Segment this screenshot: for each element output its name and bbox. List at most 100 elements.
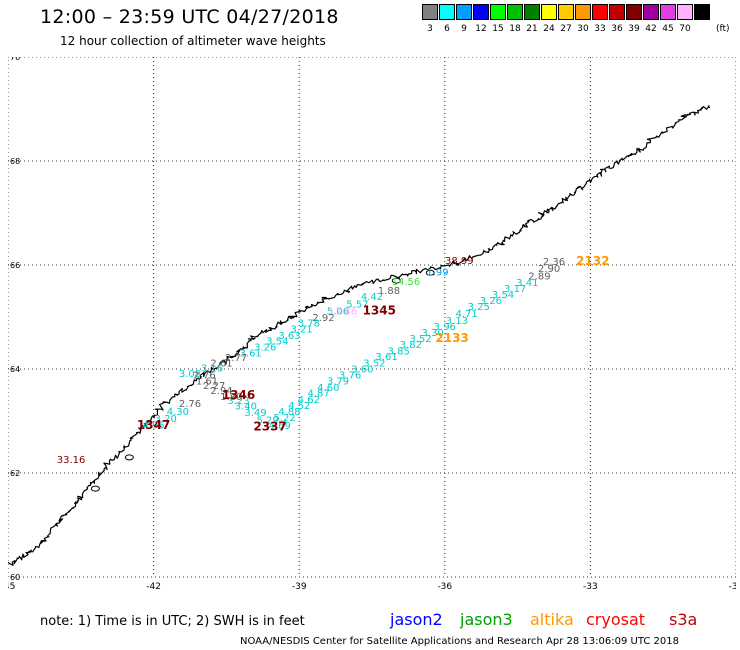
legend-label: 21 (526, 24, 538, 34)
greenland-coastline (8, 105, 711, 566)
wave-height-label: 2.89 (528, 272, 550, 283)
legend-label: 33 (594, 24, 606, 34)
pass-time-label: 2337 (253, 419, 286, 433)
wave-height-label: 2.77 (225, 353, 247, 364)
wave-height-map: 33.16 38.991.99 14.561.884.425.575.0613.46… (8, 57, 736, 607)
satellite-label-s3a: s3a (669, 610, 698, 629)
wave-height-label: 1.80 (220, 392, 242, 403)
legend-swatch (575, 4, 591, 20)
legend-label: 15 (492, 24, 504, 34)
credit-line: NOAA/NESDIS Center for Satellite Applica… (240, 636, 679, 647)
wave-height-label: 3.54 (492, 290, 514, 301)
legend-swatch (490, 4, 506, 20)
lon-tick-label: -30 (729, 582, 736, 592)
island-outline (124, 454, 134, 461)
legend-label: 12 (475, 24, 487, 34)
legend-swatch (643, 4, 659, 20)
wave-height-label: 2.36 (543, 257, 565, 268)
wave-height-label: 3.63 (278, 331, 300, 342)
legend-swatch (524, 4, 540, 20)
pass-time-label: 1345 (363, 303, 396, 317)
legend-swatch (507, 4, 523, 20)
wave-height-label: 3.96 (434, 322, 456, 333)
wave-height-label: 3.54 (266, 337, 288, 348)
lat-tick-label: 68 (10, 157, 20, 166)
wave-height-label: 4.30 (167, 407, 189, 418)
legend-swatch (677, 4, 693, 20)
lat-tick-label: 62 (10, 469, 20, 478)
wave-height-label: 4.60 (317, 383, 339, 394)
lat-tick-label: 64 (10, 365, 20, 374)
wave-height-label: 3.23 (227, 396, 249, 407)
satellite-label-jason3: jason3 (460, 610, 513, 629)
wave-height-label: 3.41 (516, 278, 538, 289)
lon-tick-label: -33 (583, 582, 598, 592)
wave-height-label: 3.13 (446, 316, 468, 327)
wave-height-label: 1.88 (378, 286, 400, 297)
wave-height-label: 3.52 (363, 358, 385, 369)
wave-height-label: 3.49 (244, 408, 266, 419)
footnote: note: 1) Time is in UTC; 2) SWH is in fe… (40, 614, 305, 629)
wave-height-label: 3.76 (339, 370, 361, 381)
wave-height-label: 5.06 (327, 306, 349, 317)
wave-height-label: 3.16 (201, 364, 223, 375)
wave-height-label: 3.78 (298, 318, 320, 329)
wave-height-label: 3.82 (400, 340, 422, 351)
legend-swatch (541, 4, 557, 20)
wave-height-label: 3.20 (155, 414, 177, 425)
legend-label: 3 (427, 24, 433, 34)
wave-height-label: 2.76 (193, 370, 215, 381)
legend-swatch (558, 4, 574, 20)
legend-swatch (473, 4, 489, 20)
wave-height-label: 3.26 (254, 342, 276, 353)
wave-height-label: 3.40 (235, 402, 257, 413)
legend-label: 6 (444, 24, 450, 34)
wave-height-label: 2.61 (210, 358, 232, 369)
wave-height-label: 33.16 (57, 455, 86, 466)
wave-height-label: 3.60 (351, 365, 373, 376)
wave-height-label: 3.79 (327, 377, 349, 388)
lat-tick-label: 60 (10, 573, 20, 582)
lat-tick-label: 70 (10, 57, 20, 62)
pass-time-label: 1347 (137, 418, 170, 432)
satellite-label-jason2: jason2 (390, 610, 443, 629)
legend-label: 18 (509, 24, 521, 34)
map-background (8, 57, 736, 607)
wave-height-label: 3.61 (375, 352, 397, 363)
wave-height-label: 3.08 (179, 369, 201, 380)
island-outline (90, 485, 100, 492)
wave-height-label: 1.99 (426, 267, 448, 278)
legend-label: 30 (577, 24, 589, 34)
lat-tick-label: 66 (10, 261, 20, 270)
wave-height-label: 3.30 (422, 328, 444, 339)
wave-height-label: 4.88 (278, 407, 300, 418)
legend-label: 36 (611, 24, 623, 34)
wave-height-label: 3.61 (240, 349, 262, 360)
lon-tick-label: -36 (437, 582, 452, 592)
wave-height-label: 4.69 (269, 421, 291, 432)
wave-height-label: 38.99 (445, 256, 474, 267)
wave-height-label: 3.17 (504, 284, 526, 295)
satellite-label-altika: altika (530, 610, 574, 629)
pass-time-label: 2132 (576, 254, 609, 268)
wave-height-label: 5.22 (274, 413, 296, 424)
wave-height-label: 1.61 (196, 377, 218, 388)
satellite-label-cryosat: cryosat (586, 610, 646, 629)
legend-swatch (422, 4, 438, 20)
wave-height-label: 2.92 (312, 313, 334, 324)
page-title: 12:00 – 23:59 UTC 04/27/2018 (40, 6, 339, 28)
legend-label: 42 (645, 24, 657, 34)
wave-height-label: 4.42 (361, 292, 383, 303)
wave-height-label: 3.25 (468, 302, 490, 313)
wave-height-label: 4.95 (142, 420, 164, 431)
legend-swatch (660, 4, 676, 20)
wave-height-label: 2.76 (179, 399, 201, 410)
wave-height-label: 4.87 (307, 389, 329, 400)
legend-label: 9 (461, 24, 467, 34)
legend-label: 39 (628, 24, 640, 34)
wave-height-label: 2.94 (210, 386, 232, 397)
legend-label: 70 (679, 24, 691, 34)
lon-tick-label: -42 (146, 582, 161, 592)
wave-height-label: 2.90 (538, 264, 560, 275)
